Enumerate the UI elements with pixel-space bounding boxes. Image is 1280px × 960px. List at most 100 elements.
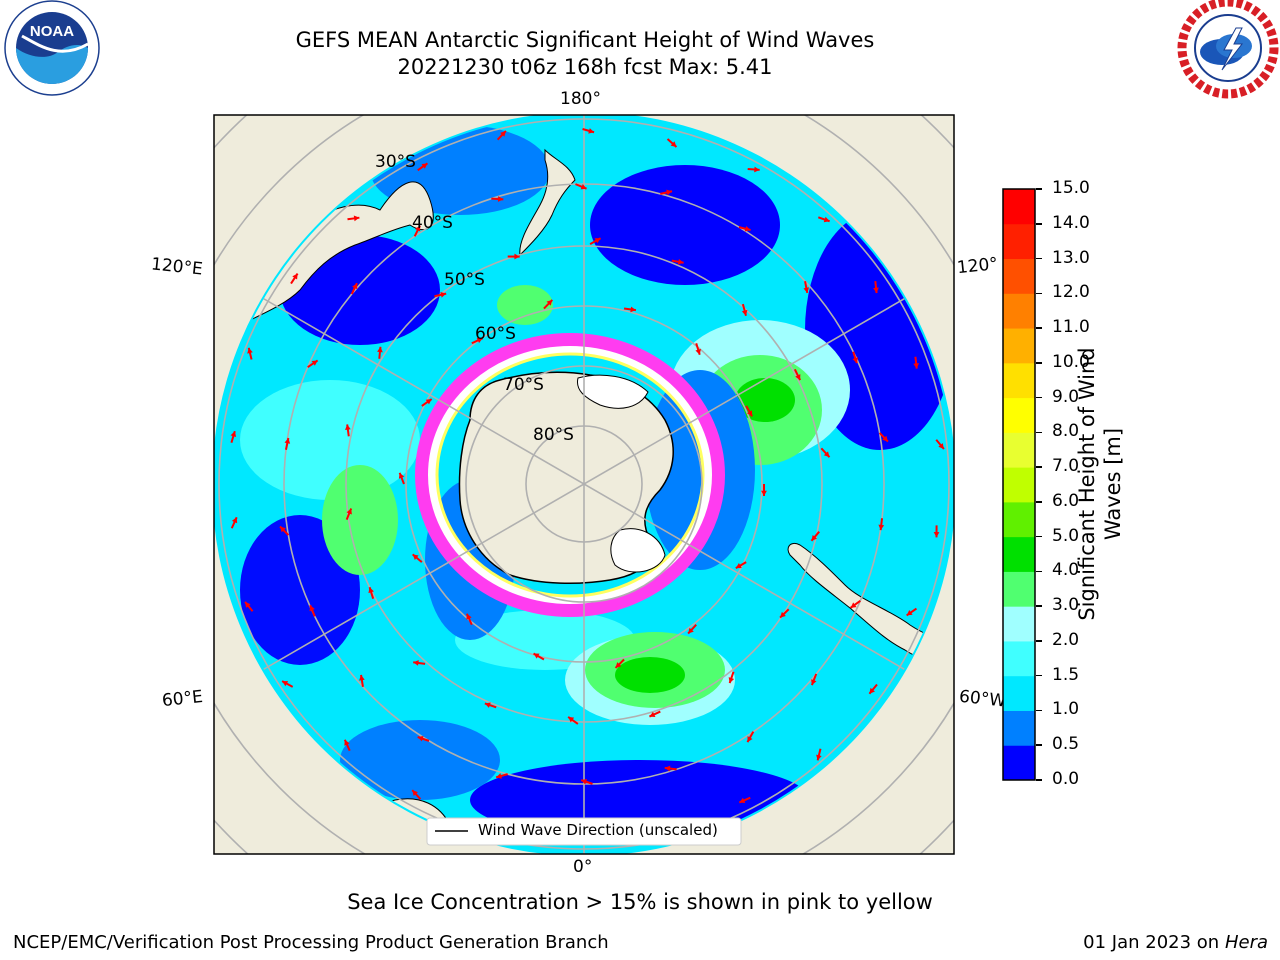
chart-title: GEFS MEAN Antarctic Significant Height o… <box>295 28 875 52</box>
wave-arrow-head <box>546 299 553 306</box>
wave-arrow-head <box>247 347 253 354</box>
colorbar-tick-mark <box>1036 674 1042 677</box>
wave-arrow-head <box>353 215 360 222</box>
wave-arrow-head <box>630 306 636 313</box>
sea-ice-caption: Sea Ice Concentration > 15% is shown in … <box>347 890 933 914</box>
colorbar-tick-label: 0.0 <box>1052 769 1080 789</box>
lat-label-70s: 70°S <box>503 375 544 395</box>
colorbar-label: Significant Height of Wind Waves [m] <box>1075 347 1125 621</box>
wave-arrow-head <box>666 189 673 196</box>
colorbar-segment <box>1003 640 1035 677</box>
wave-arrow-head <box>345 424 351 431</box>
colorbar-tick-label: 8.0 <box>1052 421 1080 442</box>
new-zealand-land <box>519 148 576 257</box>
colorbar-tick-mark <box>1036 466 1042 468</box>
colorbar-tick-label: 2.0 <box>1052 629 1080 650</box>
wave-arrow-head <box>588 128 595 134</box>
wave-arrow-head <box>850 602 857 608</box>
wave-arrow-head <box>664 765 671 772</box>
colorbar-tick-mark <box>1036 605 1042 607</box>
wave-arrow-head <box>581 779 588 785</box>
wave-arrow-head <box>311 360 318 366</box>
wave-arrow-head <box>795 374 801 381</box>
wave-arrow-head <box>412 554 419 560</box>
lat-label-30s: 30°S <box>375 152 416 172</box>
wave-arrow-head <box>869 687 875 694</box>
map-legend <box>426 817 742 846</box>
wave-arrow-head <box>878 524 885 531</box>
wave-arrow-head <box>938 443 944 449</box>
colorbar-tick-mark <box>1036 327 1042 329</box>
colorbar-segment <box>1003 258 1035 294</box>
colorbar-tick-label: 10.0 <box>1052 351 1090 372</box>
wave-arrow-head <box>823 451 830 458</box>
wave-arrow-head <box>754 166 760 173</box>
noaa-logo: NOAA <box>0 0 104 100</box>
wave-arrow-head <box>728 677 735 684</box>
colorbar-tick-mark <box>1036 257 1042 260</box>
colorbar-tick-mark <box>1036 292 1042 295</box>
wave-arrow-head <box>615 662 622 668</box>
wave-arrow-head <box>368 587 374 594</box>
colorbar-tick-label: 1.5 <box>1052 664 1080 685</box>
wave-arrow-head <box>594 238 601 244</box>
colorbar-tick-label: 5.0 <box>1052 525 1080 546</box>
wave-arrow-head <box>484 702 491 708</box>
colorbar-tick-mark <box>1036 744 1042 746</box>
wave-arrow-head <box>677 259 684 265</box>
nws-logo <box>1176 0 1280 100</box>
wave-arrow-head <box>514 253 520 260</box>
wave-arrow-head <box>284 438 291 444</box>
colorbar-segment <box>1003 467 1035 503</box>
colorbar-tick-label: 14.0 <box>1052 212 1090 233</box>
wave-arrow-head <box>739 797 746 804</box>
lat-label-80s: 80°S <box>533 425 574 445</box>
wave-arrow-head <box>413 660 419 666</box>
colorbar-tick-label: 7.0 <box>1052 456 1080 477</box>
colorbar <box>1002 188 1036 781</box>
colorbar-tick-label: 6.0 <box>1052 490 1080 511</box>
wave-arrow-head <box>746 410 753 417</box>
wave-arrow-head <box>533 653 540 659</box>
lon-label-bottom: 0° <box>573 857 593 877</box>
footer-system: Hera <box>1224 932 1268 953</box>
wave-arrow-head <box>245 601 251 608</box>
wave-arrow-head <box>231 517 238 524</box>
wave-arrow-head <box>476 337 483 344</box>
legend-label: Wind Wave Direction (unscaled) <box>478 821 718 839</box>
wave-arrow-head <box>816 754 822 761</box>
colorbar-tick-label: 0.5 <box>1052 734 1080 755</box>
wave-arrow-head <box>873 287 879 294</box>
wave-arrow-head <box>440 291 447 298</box>
wave-arrow-head <box>282 681 289 687</box>
colorbar-tick-label: 12.0 <box>1052 282 1090 303</box>
footer-date: 01 Jan 2023 on <box>1083 932 1225 953</box>
colorbar-tick-mark <box>1036 396 1042 399</box>
wave-arrow-head <box>933 532 940 538</box>
wave-arrow-head <box>466 613 472 620</box>
lat-label-40s: 40°S <box>412 213 453 233</box>
colorbar-tick-mark <box>1036 535 1042 538</box>
chart-subtitle: 20221230 t06z 168h fcst Max: 5.41 <box>397 55 773 79</box>
wave-arrow-head <box>695 348 701 355</box>
colorbar-tick-mark <box>1036 431 1042 434</box>
colorbar-tick-label: 1.0 <box>1052 699 1080 720</box>
wave-arrow-head <box>649 711 656 717</box>
wave-arrow-head <box>741 309 748 316</box>
wave-arrow-head <box>309 605 315 612</box>
wave-arrow-head <box>500 130 506 137</box>
wave-arrow-head <box>906 610 913 616</box>
wave-arrow-head <box>747 736 753 743</box>
colorbar-segment <box>1003 606 1035 642</box>
wave-arrow-head <box>761 490 767 496</box>
colorbar-segment <box>1003 571 1035 607</box>
wave-arrow-head <box>780 611 786 618</box>
noaa-logo-text: NOAA <box>30 23 74 40</box>
lat-label-60s: 60°S <box>475 324 516 344</box>
meridian-lines <box>214 115 954 854</box>
wave-arrow-head <box>744 225 751 232</box>
colorbar-tick-label: 15.0 <box>1052 178 1090 198</box>
colorbar-tick-label: 11.0 <box>1052 317 1090 338</box>
colorbar-segment <box>1003 293 1035 329</box>
